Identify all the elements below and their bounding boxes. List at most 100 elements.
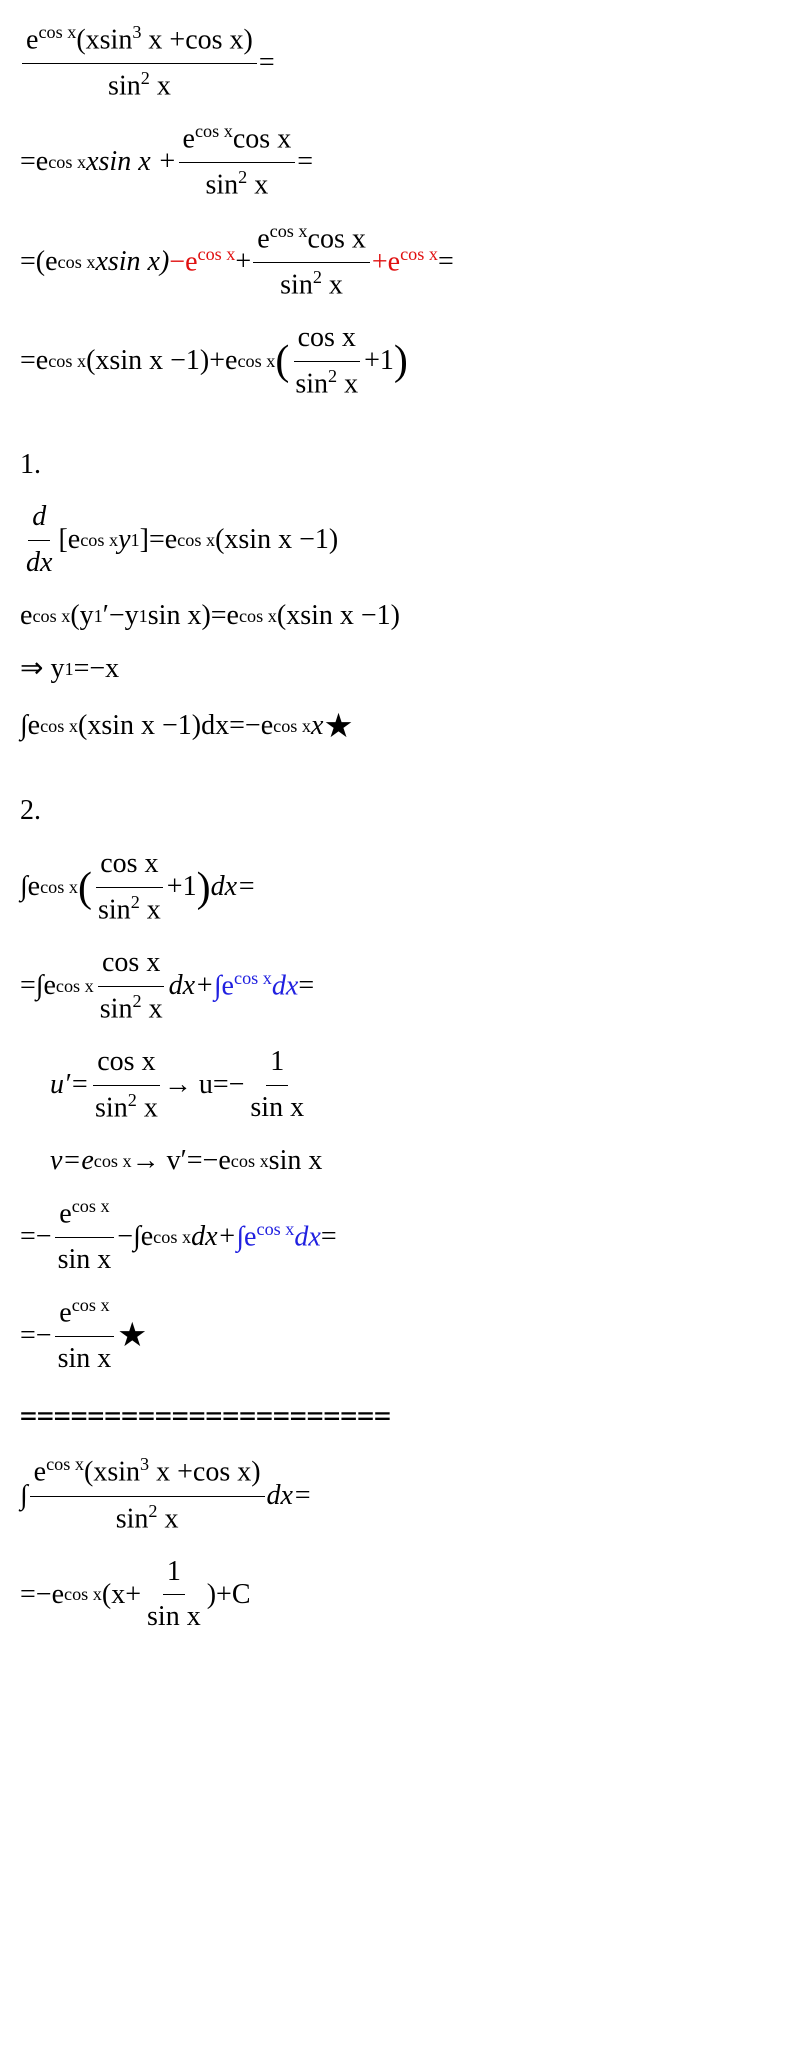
paren-close: ) xyxy=(197,867,211,909)
sup: cos x xyxy=(48,347,86,376)
numerator: ecos xcos x xyxy=(253,217,370,263)
text: xsin x + xyxy=(86,140,176,185)
sup: cos x xyxy=(72,1295,110,1315)
text: ⇒ y xyxy=(20,647,64,692)
equation-line-1: ecos x(xsin3 x +cos x) sin2 x = xyxy=(20,18,780,109)
section-2: 2. xyxy=(20,789,780,834)
text: + xyxy=(235,240,251,285)
text: = xyxy=(259,41,275,86)
text: x xyxy=(150,70,171,101)
equation-line-10: =∫ecos x cos x sin2 x dx+∫ecos xdx= xyxy=(20,941,780,1032)
text: x +cos x) xyxy=(141,24,252,55)
numerator: ecos x xyxy=(55,1192,113,1238)
text: dx xyxy=(294,1221,320,1252)
equation-line-11: u′= cos x sin2 x → u=− 1 sin x xyxy=(20,1040,780,1131)
text: (xsin x −1)dx=−e xyxy=(78,704,273,749)
sub: 1 xyxy=(139,602,148,631)
text: =(e xyxy=(20,240,58,285)
sup: 3 xyxy=(140,1454,149,1474)
numerator: cos x xyxy=(294,316,360,362)
text: x xyxy=(337,368,358,399)
equation-line-13: =− ecos x sin x −∫ecos xdx+∫ecos xdx= xyxy=(20,1192,780,1283)
denominator: dx xyxy=(22,541,56,586)
fraction: d dx xyxy=(22,495,56,586)
text: u′= xyxy=(50,1063,89,1108)
text: −e xyxy=(169,246,197,277)
text: sin xyxy=(205,170,238,201)
text: y xyxy=(118,518,130,563)
sub: 1 xyxy=(131,526,140,555)
text: sin x xyxy=(269,1139,323,1184)
text: ∫e xyxy=(20,704,40,749)
sup: cos x xyxy=(38,22,76,42)
text: ∫e xyxy=(236,1221,256,1252)
text: dx+ xyxy=(169,964,214,1009)
fraction: ecos xcos x sin2 x xyxy=(179,117,296,208)
denominator: sin x xyxy=(54,1337,116,1382)
star-icon: ★ xyxy=(117,1309,147,1363)
text: +1 xyxy=(364,339,394,384)
sup: cos x xyxy=(198,244,236,264)
text: =− xyxy=(20,1215,52,1260)
text: +e xyxy=(372,246,400,277)
sup: cos x xyxy=(177,526,215,555)
sup: 2 xyxy=(148,1501,157,1521)
text: x xyxy=(142,993,163,1024)
sup: cos x xyxy=(237,347,275,376)
denominator: sin2 x xyxy=(104,64,175,109)
text: x +cos x) xyxy=(149,1457,260,1488)
sup: 2 xyxy=(132,991,141,1011)
text: e xyxy=(257,223,269,254)
sup: cos x xyxy=(257,1219,295,1239)
sup: cos x xyxy=(40,712,78,741)
fraction: cos x sin2 x xyxy=(96,941,167,1032)
text: cos x xyxy=(308,223,366,254)
fraction: cos x sin2 x xyxy=(94,842,165,933)
sup: cos x xyxy=(46,1454,84,1474)
sup: cos x xyxy=(153,1223,191,1252)
text: → v′=−e xyxy=(132,1139,231,1184)
sup: cos x xyxy=(239,602,277,631)
paren-open: ( xyxy=(78,867,92,909)
paren-close: ) xyxy=(394,340,408,382)
text: e xyxy=(34,1457,46,1488)
denominator: sin2 x xyxy=(276,263,347,308)
text: =∫e xyxy=(20,964,56,1009)
sup: cos x xyxy=(273,712,311,741)
section-1: 1. xyxy=(20,443,780,488)
text: −∫e xyxy=(117,1215,153,1260)
sup: cos x xyxy=(48,148,86,177)
sup: 2 xyxy=(131,892,140,912)
text: x xyxy=(140,894,161,925)
fraction: ecos x sin x xyxy=(54,1192,116,1283)
sup: cos x xyxy=(58,248,96,277)
equation-line-6: ecos x(y1′−y1sin x)=ecos x(xsin x −1) xyxy=(20,594,780,639)
sup: cos x xyxy=(400,244,438,264)
text: =e xyxy=(20,339,48,384)
text: x xyxy=(322,269,343,300)
text: sin xyxy=(280,269,313,300)
sup: cos x xyxy=(231,1147,269,1176)
separator: ====================== xyxy=(20,1394,780,1439)
text: e xyxy=(20,594,32,639)
text: (xsin x −1) xyxy=(277,594,400,639)
text: dx= xyxy=(267,1474,312,1519)
sup: 2 xyxy=(141,68,150,88)
denominator: sin x xyxy=(246,1086,308,1131)
text: sin xyxy=(295,368,328,399)
text: dx+ xyxy=(191,1215,236,1260)
numerator: cos x xyxy=(98,941,164,987)
text: e xyxy=(26,24,38,55)
sup: cos x xyxy=(40,873,78,902)
sup: cos x xyxy=(94,1147,132,1176)
text: dx= xyxy=(211,865,256,910)
red-text: +ecos x xyxy=(372,240,438,285)
equation-line-2: =ecos xxsin x + ecos xcos x sin2 x = xyxy=(20,117,780,208)
paren-open: ( xyxy=(275,340,289,382)
numerator: 1 xyxy=(266,1040,288,1086)
fraction: cos x sin2 x xyxy=(91,1040,162,1131)
fraction: ecos x sin x xyxy=(54,1291,116,1382)
sup: cos x xyxy=(195,121,233,141)
text: ∫e xyxy=(20,865,40,910)
equation-line-16: =−ecos x(x+ 1 sin x )+C xyxy=(20,1550,780,1641)
